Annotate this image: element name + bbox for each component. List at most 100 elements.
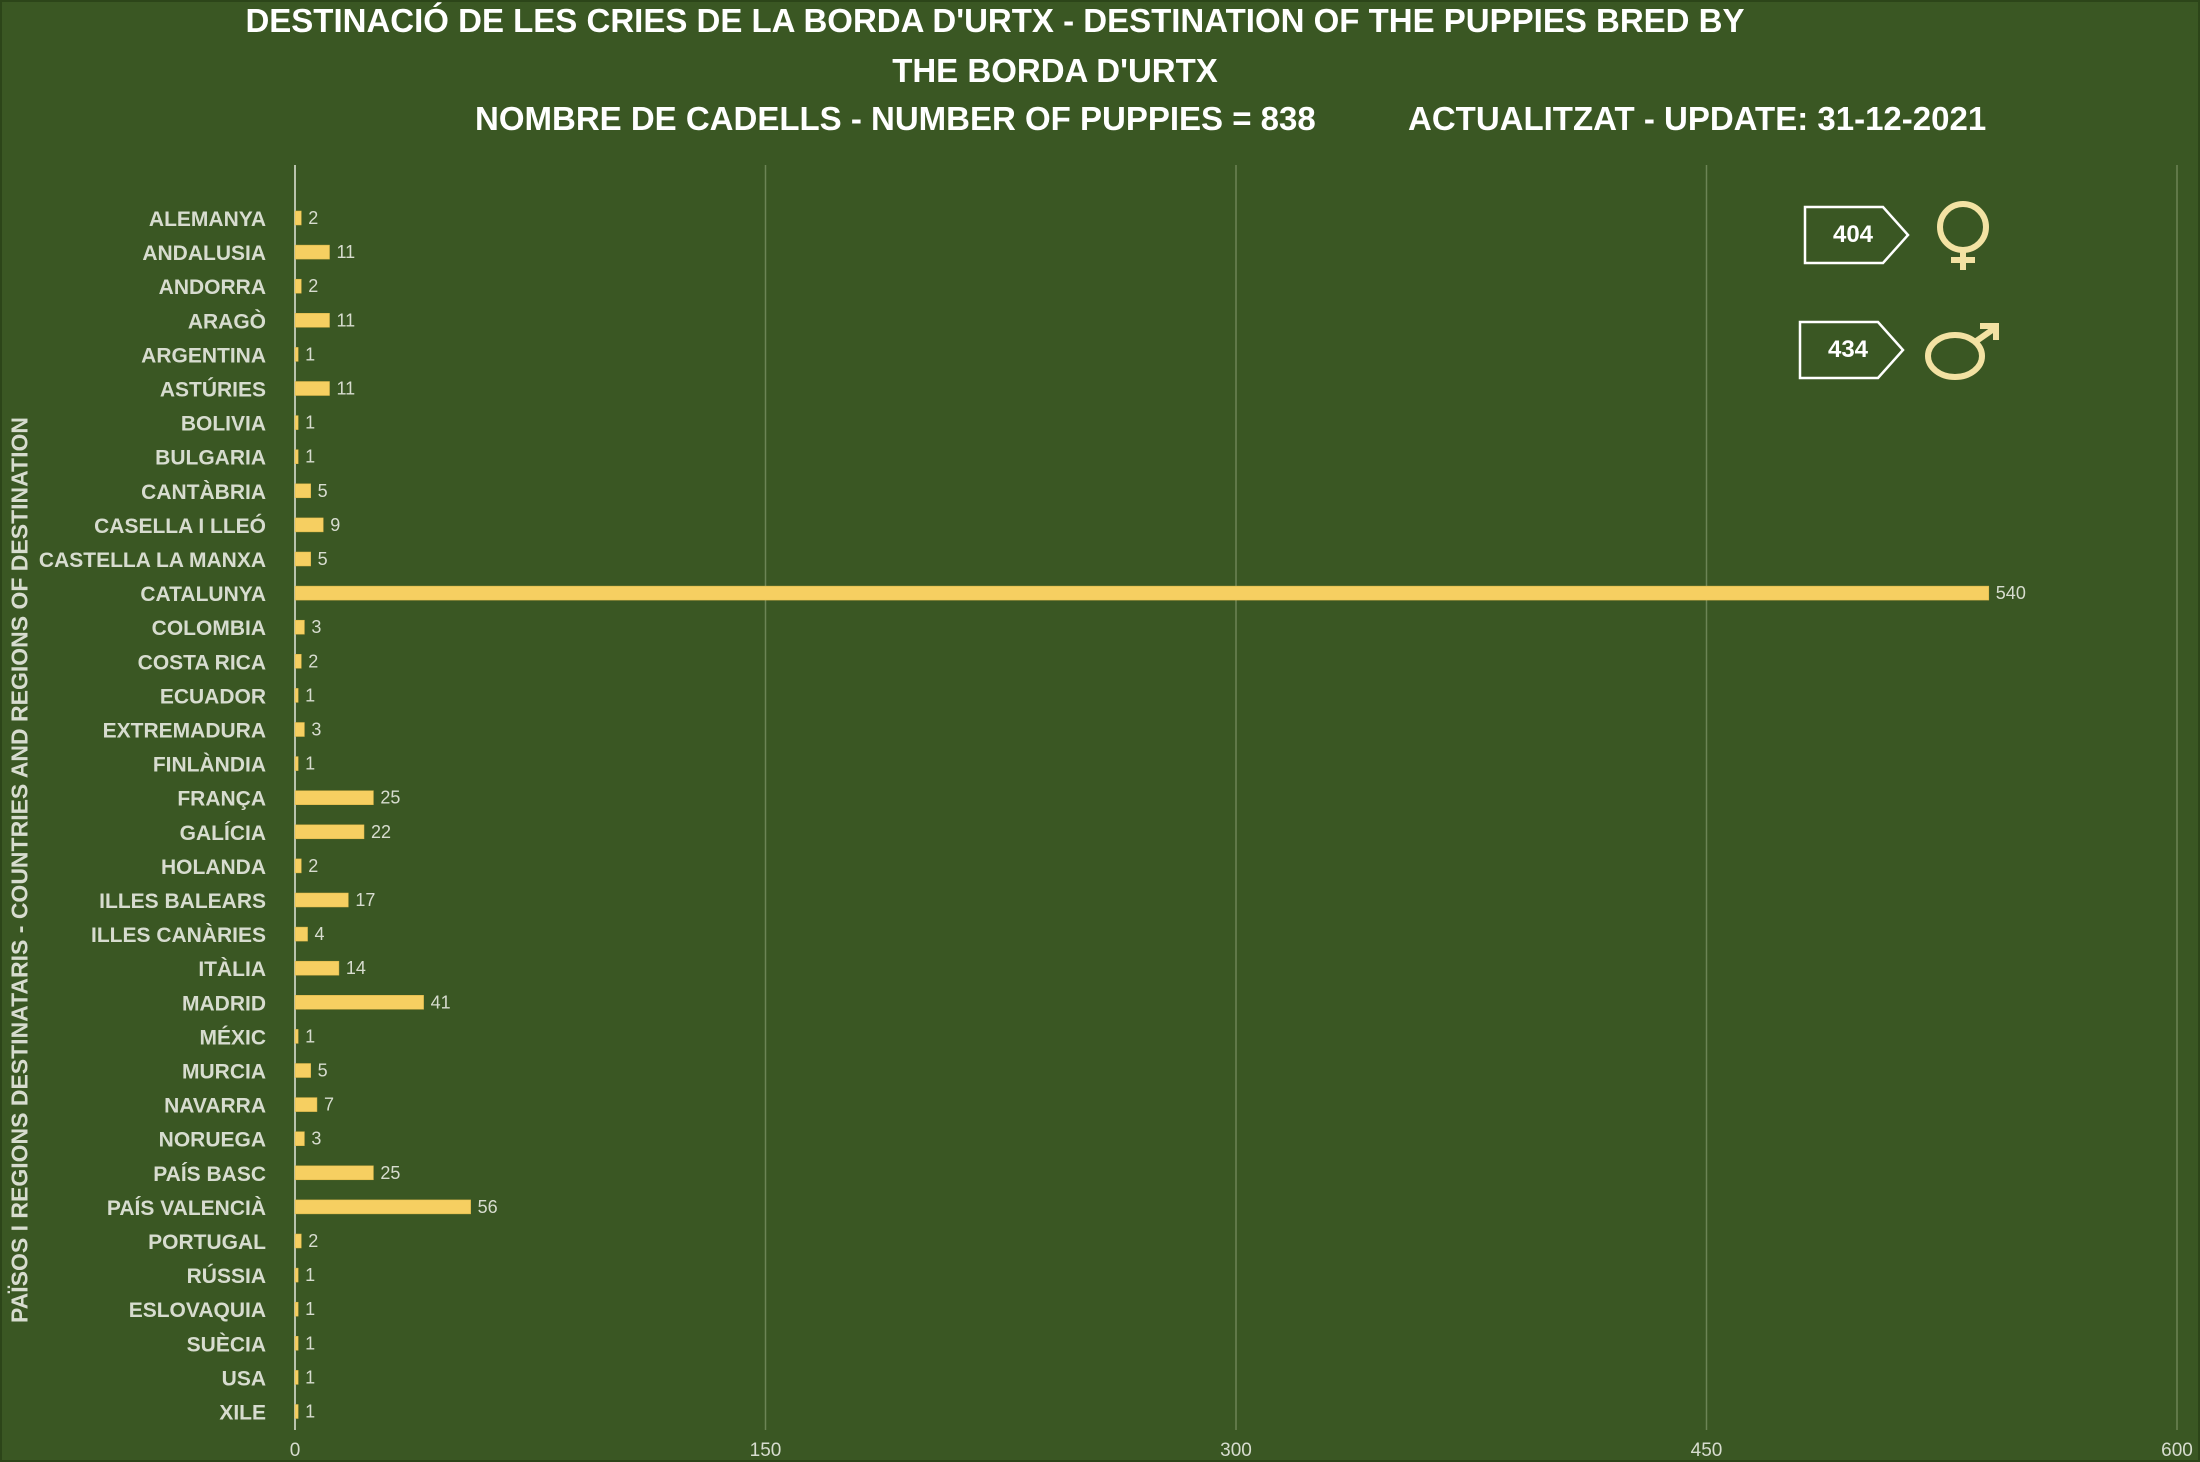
category-label: CANTÀBRIA xyxy=(141,481,266,504)
x-tick-label: 0 xyxy=(290,1440,301,1461)
category-label: ANDALUSIA xyxy=(142,242,266,265)
category-label: MURCIA xyxy=(182,1061,266,1084)
category-label: CATALUNYA xyxy=(140,583,266,606)
bar xyxy=(294,210,302,226)
bar xyxy=(294,415,299,430)
category-label: NORUEGA xyxy=(159,1129,266,1152)
data-label: 14 xyxy=(346,958,366,978)
data-label: 1 xyxy=(305,1265,315,1285)
data-label: 1 xyxy=(305,447,315,467)
bar xyxy=(294,619,305,635)
data-label: 1 xyxy=(305,685,315,705)
bar xyxy=(294,722,305,737)
data-label: 3 xyxy=(311,617,321,637)
bar xyxy=(294,1404,299,1419)
bar xyxy=(294,1267,299,1283)
category-label: USA xyxy=(222,1367,266,1390)
bar xyxy=(294,1097,318,1112)
bar xyxy=(294,995,424,1010)
category-label: PAÍS BASC xyxy=(153,1163,266,1186)
bar xyxy=(294,585,1990,601)
data-label: 22 xyxy=(371,822,391,842)
category-label: RÚSSIA xyxy=(187,1264,266,1288)
bar xyxy=(294,347,299,362)
data-label: 2 xyxy=(308,276,318,296)
data-label: 1 xyxy=(305,1402,315,1422)
category-label: ARAGÒ xyxy=(188,309,266,333)
x-tick-label: 450 xyxy=(1691,1440,1723,1461)
data-label: 11 xyxy=(337,242,356,262)
bar xyxy=(294,790,374,805)
bar xyxy=(294,483,311,499)
category-label: SUÈCIA xyxy=(187,1333,266,1356)
data-label: 2 xyxy=(308,651,318,671)
bar xyxy=(294,517,324,533)
category-label: EXTREMADURA xyxy=(103,720,266,743)
data-label: 540 xyxy=(1996,583,2026,603)
female-symbol-icon xyxy=(1928,200,1998,277)
category-label: COLOMBIA xyxy=(152,617,266,640)
data-label: 5 xyxy=(318,481,328,501)
legend-female-arrow-box xyxy=(1803,205,1910,265)
bar xyxy=(294,1370,299,1385)
data-label: 1 xyxy=(305,344,315,364)
category-label: PORTUGAL xyxy=(148,1231,266,1254)
category-label: BOLIVIA xyxy=(181,413,266,436)
category-label: XILE xyxy=(219,1402,266,1425)
chart-title-line-2: THE BORDA D'URTX xyxy=(892,52,1218,89)
bar xyxy=(294,892,349,908)
chart-title-line-1: DESTINACIÓ DE LES CRIES DE LA BORDA D'UR… xyxy=(245,2,1745,39)
bar xyxy=(294,1301,299,1317)
data-label: 2 xyxy=(308,1231,318,1251)
data-label: 41 xyxy=(431,992,451,1012)
category-label: FRANÇA xyxy=(177,788,266,811)
puppy-count-subtitle: NOMBRE DE CADELLS - NUMBER OF PUPPIES = … xyxy=(475,100,1316,137)
category-label: ECUADOR xyxy=(160,685,266,708)
bar xyxy=(294,1029,299,1044)
data-label: 1 xyxy=(305,1299,315,1319)
female-count: 404 xyxy=(1832,221,1874,248)
category-label: PAÍS VALENCIÀ xyxy=(107,1197,266,1220)
category-label: ILLES CANÀRIES xyxy=(91,924,266,947)
data-label: 2 xyxy=(308,856,318,876)
update-date-subtitle: ACTUALITZAT - UPDATE: 31-12-2021 xyxy=(1408,100,1987,137)
category-label: ITÀLIA xyxy=(198,958,266,981)
data-label: 7 xyxy=(324,1095,334,1115)
male-symbol-icon xyxy=(1922,322,2002,387)
bar xyxy=(294,244,330,260)
bar xyxy=(294,688,299,703)
data-label: 25 xyxy=(380,788,400,808)
category-label: COSTA RICA xyxy=(138,651,266,674)
category-label: ILLES BALEARS xyxy=(99,890,266,913)
category-label: NAVARRA xyxy=(164,1095,266,1118)
bar xyxy=(294,960,340,976)
category-label: ALEMANYA xyxy=(149,208,266,231)
data-label: 3 xyxy=(311,1129,321,1149)
legend-male-arrow-box xyxy=(1798,320,1905,380)
bar xyxy=(294,1131,305,1146)
bar xyxy=(294,1336,299,1351)
data-label: 25 xyxy=(380,1163,400,1183)
data-label: 56 xyxy=(478,1197,498,1217)
bar xyxy=(294,1199,471,1215)
data-label: 5 xyxy=(318,1061,328,1081)
bar xyxy=(294,824,365,840)
data-label: 9 xyxy=(330,515,340,535)
bar xyxy=(294,926,308,942)
bar xyxy=(294,381,330,396)
data-label: 4 xyxy=(315,924,325,944)
category-label: ANDORRA xyxy=(159,276,266,299)
data-label: 5 xyxy=(318,549,328,569)
x-tick-label: 150 xyxy=(750,1440,782,1461)
data-label: 1 xyxy=(305,754,315,774)
data-label: 11 xyxy=(337,379,356,399)
bar xyxy=(294,551,311,567)
category-label: GALÍCIA xyxy=(180,822,266,845)
data-label: 1 xyxy=(305,413,315,433)
legend-male: 434 xyxy=(1798,320,1918,380)
bar xyxy=(294,654,302,669)
bar xyxy=(294,449,299,464)
data-label: 1 xyxy=(305,1367,315,1387)
category-label: MÉXIC xyxy=(199,1026,266,1049)
